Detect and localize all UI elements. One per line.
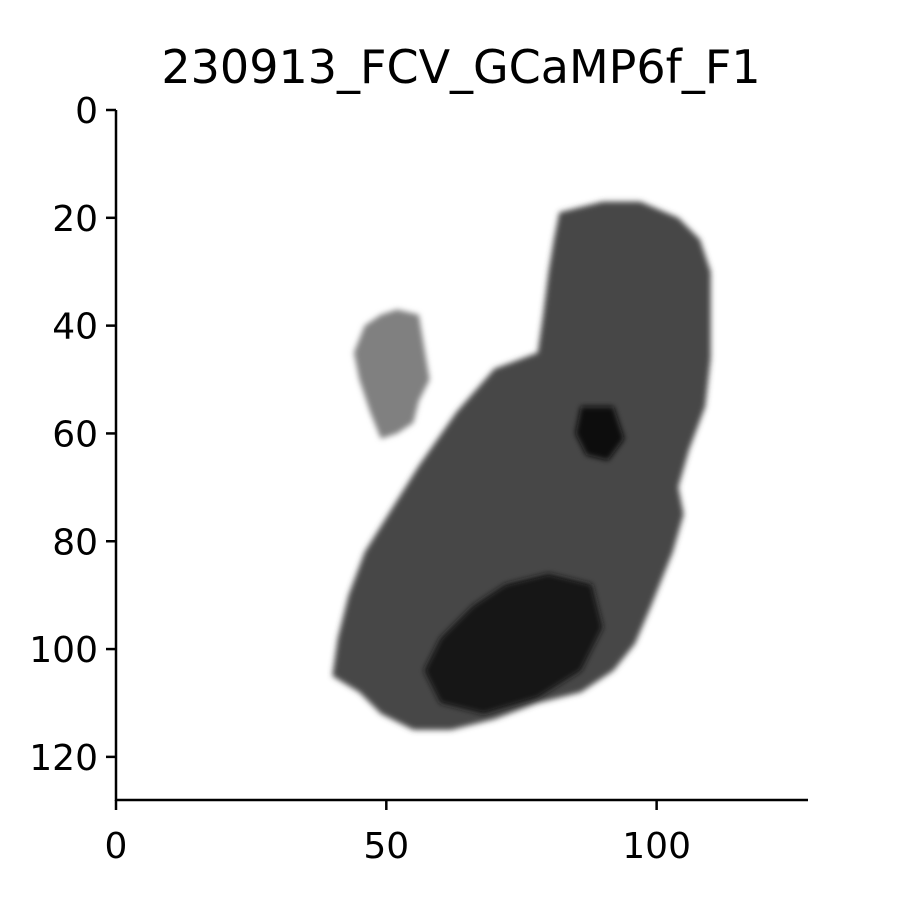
y-tick-label: 120 — [29, 738, 98, 779]
y-tick-label: 80 — [52, 522, 98, 563]
region-dark-core — [424, 573, 603, 714]
y-tick-label: 20 — [52, 199, 98, 240]
x-tick-label: 100 — [622, 826, 691, 867]
y-tick-label: 0 — [75, 91, 98, 132]
x-tick-label: 0 — [105, 826, 128, 867]
y-tick-label: 100 — [29, 630, 98, 671]
region-small — [353, 309, 430, 439]
region-large — [332, 201, 711, 730]
image-regions — [332, 201, 711, 730]
y-tick-label: 60 — [52, 414, 98, 455]
axes: 0 20 40 60 80 100 120 0 50 100 — [29, 91, 808, 867]
region-dark-spot — [575, 406, 625, 461]
y-tick-label: 40 — [52, 307, 98, 348]
x-tick-label: 50 — [363, 826, 409, 867]
chart-title: 230913_FCV_GCaMP6f_F1 — [161, 40, 760, 94]
